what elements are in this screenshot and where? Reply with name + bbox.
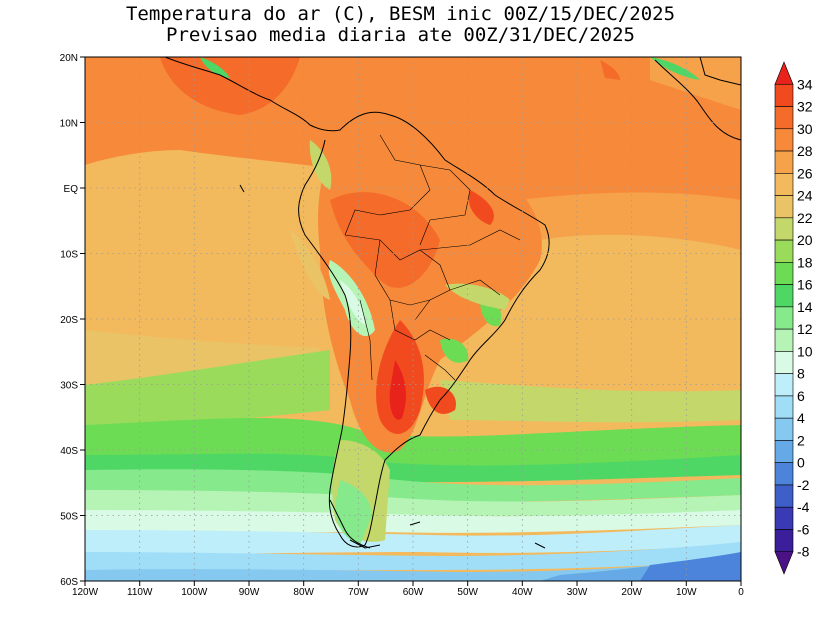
lat-label: 10S: [60, 250, 78, 261]
lon-label: 110W: [127, 587, 153, 598]
colorbar-label: 16: [797, 277, 813, 293]
colorbar-swatch: [774, 217, 794, 241]
colorbar-label: 30: [797, 121, 813, 137]
lat-label: 10N: [60, 119, 78, 130]
colorbar-label: 20: [797, 232, 813, 248]
colorbar-label: 32: [797, 99, 813, 115]
colorbar-swatch: [774, 440, 794, 463]
lon-label: 0: [738, 587, 744, 598]
colorbar-label: 12: [797, 321, 813, 337]
colorbar-label: 24: [797, 188, 813, 204]
colorbar-label: 4: [797, 410, 805, 426]
lat-label: 40S: [60, 446, 78, 457]
lat-label: 50S: [60, 512, 78, 523]
lon-label: 100W: [181, 587, 208, 598]
colorbar-label: 0: [797, 455, 805, 471]
colorbar-label: 8: [797, 366, 805, 382]
colorbar-swatch: [774, 284, 794, 308]
colorbar-swatch: [774, 417, 794, 441]
colorbar-swatch: [774, 61, 794, 85]
lat-label: 20S: [60, 315, 78, 326]
colorbar-swatch: [774, 328, 794, 352]
lon-label: 20W: [621, 587, 642, 598]
lat-label: 30S: [60, 381, 78, 392]
lon-label: 90W: [239, 587, 260, 598]
colorbar-label: -4: [797, 499, 810, 515]
colorbar-label: 34: [797, 76, 813, 92]
map-title-line2: Previsao media diaria ate 00Z/31/DEC/202…: [166, 24, 635, 46]
colorbar-swatch: [774, 262, 794, 285]
colorbar-swatch: [774, 195, 794, 219]
lon-label: 60W: [403, 587, 424, 598]
lat-label: 20N: [60, 53, 78, 64]
lon-label: 40W: [512, 587, 533, 598]
lat-label: 60S: [60, 577, 78, 588]
lon-label: 70W: [348, 587, 369, 598]
lon-label: 50W: [457, 587, 478, 598]
coastlines: [164, 57, 741, 549]
colorbar-swatch: [774, 529, 794, 553]
colorbar-label: 14: [797, 299, 813, 315]
colorbar-swatch: [774, 462, 794, 486]
colorbar-label: 2: [797, 432, 805, 448]
lat-label: EQ: [64, 184, 79, 195]
tick-marks: [80, 56, 742, 586]
lon-label: 80W: [293, 587, 314, 598]
colorbar-label: 28: [797, 143, 813, 159]
colorbar-swatch: [774, 551, 794, 575]
colorbar-swatch: [774, 373, 794, 397]
colorbar-label: 22: [797, 210, 813, 226]
country-borders: [344, 134, 521, 381]
colorbar-label: 26: [797, 165, 813, 181]
colorbar-swatch: [774, 306, 794, 330]
colorbar-swatch: [774, 239, 794, 263]
colorbar-swatch: [774, 484, 794, 508]
colorbar-swatch: [774, 395, 794, 419]
colorbar-swatch: [774, 106, 794, 130]
colorbar-swatch: [774, 150, 794, 174]
colorbar-label: -8: [797, 544, 810, 560]
colorbar-label: 18: [797, 254, 813, 270]
colorbar-swatch: [774, 83, 794, 107]
colorbar-swatch: [774, 506, 794, 530]
colorbar-swatch: [774, 128, 794, 152]
lon-label: 30W: [567, 587, 588, 598]
colorbar-label: -2: [797, 477, 810, 493]
latitude-labels: 20N 10N EQ 10S 20S 30S 40S 50S 60S: [60, 53, 79, 588]
lon-label: 10W: [676, 587, 697, 598]
colorbar-label: 6: [797, 388, 805, 404]
colorbar-label: -6: [797, 521, 810, 537]
temperature-field: [85, 57, 741, 581]
colorbar-swatch: [774, 351, 794, 374]
lon-label: 120W: [72, 587, 99, 598]
map-title-line1: Temperatura do ar (C), BESM inic 00Z/15/…: [125, 3, 676, 25]
colorbar-swatch: [774, 173, 794, 196]
colorbar-label: 10: [797, 343, 813, 359]
longitude-labels: 120W 110W 100W 90W 80W 70W 60W 50W 40W 3…: [72, 587, 744, 598]
